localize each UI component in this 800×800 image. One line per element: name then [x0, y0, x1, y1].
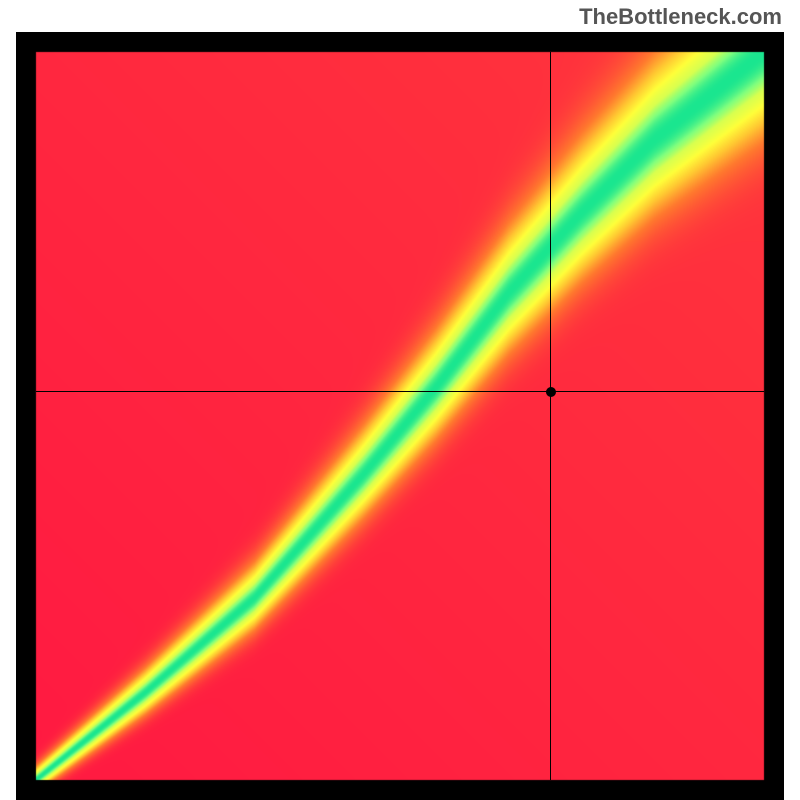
crosshair-vertical [550, 52, 551, 780]
plot-area [16, 32, 784, 800]
chart-container: TheBottleneck.com [0, 0, 800, 800]
heatmap-canvas [16, 32, 784, 800]
crosshair-horizontal [36, 391, 764, 392]
watermark-text: TheBottleneck.com [579, 4, 782, 30]
data-point [546, 387, 556, 397]
